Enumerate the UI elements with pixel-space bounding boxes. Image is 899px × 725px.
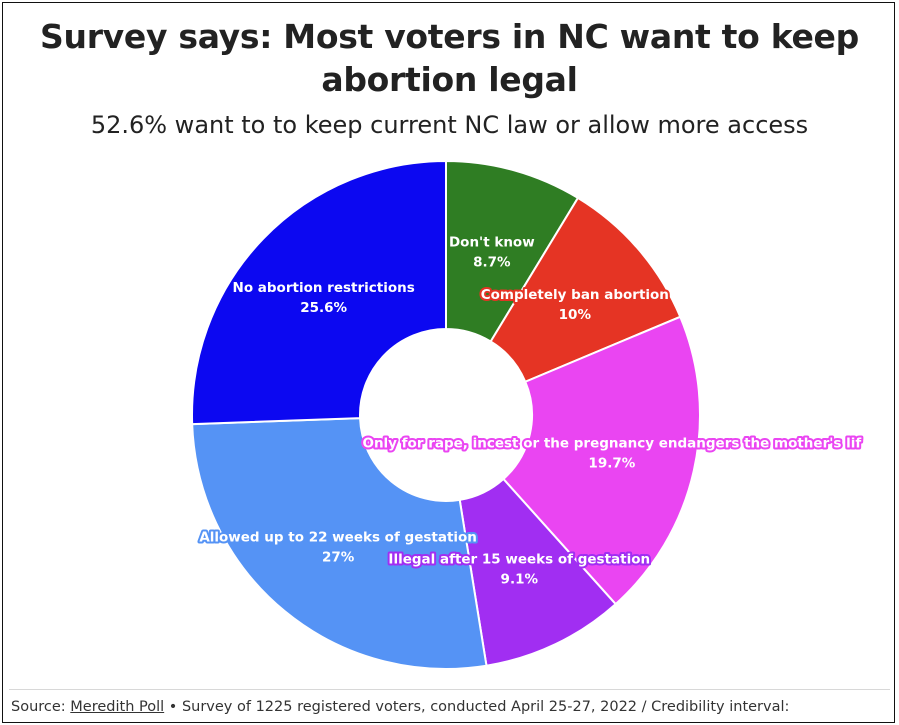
slice-value-label: 9.1% — [501, 571, 539, 587]
source-note: Source: Meredith Poll • Survey of 1225 r… — [11, 697, 891, 717]
slice-value-label: 19.7% — [588, 455, 635, 471]
slice-value-label: 10% — [559, 307, 592, 323]
slice-value-label: 27% — [322, 549, 355, 565]
slice-category-label: Don't know — [449, 234, 535, 250]
slice-category-label: Completely ban abortion — [481, 287, 669, 303]
source-link[interactable]: Meredith Poll — [70, 699, 165, 715]
donut-slice[interactable] — [502, 315, 701, 606]
chart-title-line-1: Survey says: Most voters in NC want to k… — [40, 17, 859, 56]
slice-value-label: 25.6% — [300, 300, 347, 316]
slice-label: Only for rape, incest or the pregnancy e… — [360, 433, 863, 473]
slice-label: Don't know 8.7% — [447, 232, 537, 272]
chart-subtitle: 52.6% want to to keep current NC law or … — [90, 111, 809, 139]
source-prefix: Source: — [11, 699, 71, 715]
source-details: • Survey of 1225 registered voters, cond… — [164, 699, 790, 715]
slice-label: No abortion restrictions 25.6% — [231, 278, 417, 318]
slice-category-label: Only for rape, incest or the pregnancy e… — [362, 435, 861, 451]
slice-category-label: Allowed up to 22 weeks of gestation — [199, 529, 477, 545]
donut-slice[interactable] — [191, 417, 488, 670]
donut-chart: Don't know 8.7% Completely ban abortion 10%… — [191, 159, 863, 670]
chart-title: Survey says: Most voters in NC want to k… — [3, 15, 894, 101]
slice-label: Illegal after 15 weeks of gestation 9.1% — [386, 549, 652, 589]
slice-label: Completely ban abortion 10% — [479, 285, 671, 325]
slice-value-label: 8.7% — [473, 254, 511, 270]
slice-category-label: Illegal after 15 weeks of gestation — [388, 551, 650, 567]
chart-title-line-2: abortion legal — [321, 60, 578, 99]
slice-label: Allowed up to 22 weeks of gestation 27% — [197, 527, 479, 567]
slice-category-label: No abortion restrictions — [233, 280, 415, 296]
donut-slice[interactable] — [191, 159, 447, 426]
footer-divider — [9, 689, 890, 690]
